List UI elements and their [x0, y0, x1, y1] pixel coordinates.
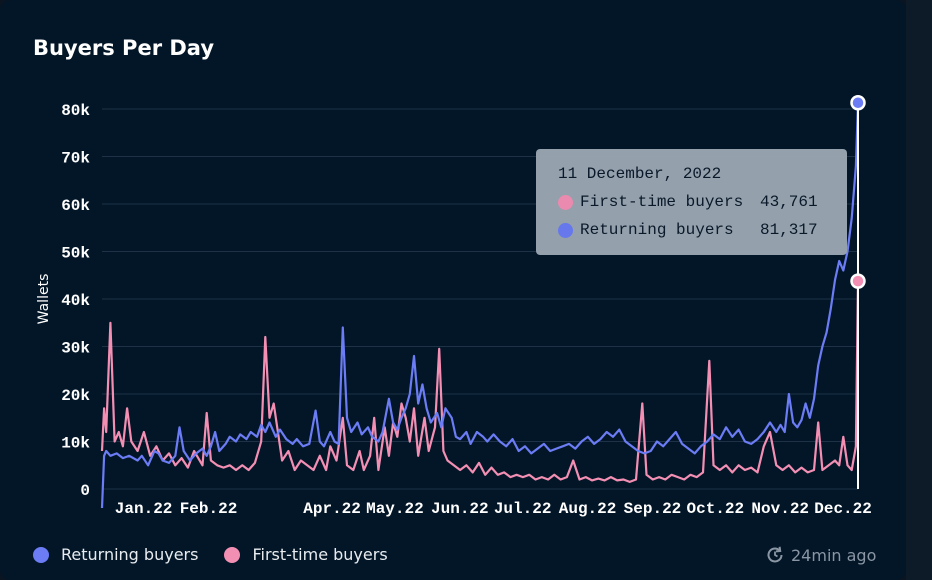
y-tick-label: 80k [61, 102, 90, 120]
tooltip: 11 December, 2022 First-time buyers 43,7… [536, 149, 847, 255]
y-tick-label: 40k [61, 292, 90, 310]
marker-first-time-buyers [850, 273, 866, 289]
y-tick-label: 20k [61, 387, 90, 405]
x-tick-label: Apr.22 [303, 500, 361, 518]
line-chart[interactable]: 0 10k 20k 30k 40k 50k 60k 70k 80k Jan.22 Feb.22 Ap… [0, 0, 906, 580]
y-tick-labels: 0 10k 20k 30k 40k 50k 60k 70k 80k [61, 102, 90, 500]
tooltip-series-name: Returning buyers [580, 221, 734, 239]
legend-label: First-time buyers [252, 545, 388, 564]
tooltip-row-returning: Returning buyers 81,317 [558, 221, 818, 239]
x-tick-label: Sep.22 [624, 500, 682, 518]
refresh-clock-icon [767, 546, 783, 563]
last-updated-text: 24min ago [791, 545, 877, 565]
x-tick-label: Jan.22 [115, 500, 173, 518]
y-tick-label: 10k [61, 435, 90, 453]
x-tick-label: Jun.22 [431, 500, 489, 518]
y-tick-label: 60k [61, 197, 90, 215]
x-tick-labels: Jan.22 Feb.22 Apr.22 May.22 Jun.22 Jul.22 Aug.… [115, 500, 872, 518]
side-strip [906, 0, 932, 580]
tooltip-row-first-time: First-time buyers 43,761 [558, 193, 818, 211]
legend: Returning buyers First-time buyers [33, 545, 414, 564]
y-tick-label: 30k [61, 340, 90, 358]
x-tick-label: Jul.22 [494, 500, 552, 518]
x-tick-label: Feb.22 [180, 500, 238, 518]
y-tick-label: 70k [61, 150, 90, 168]
chart-card: Buyers Per Day [33, 36, 215, 60]
series-line-first-time-buyers [100, 281, 860, 483]
series-lines [100, 102, 860, 509]
last-updated: 24min ago [765, 545, 876, 565]
series-line-returning-buyers [100, 102, 860, 509]
legend-label: Returning buyers [61, 545, 199, 564]
marker-returning-buyers [850, 94, 866, 111]
y-tick-label: 50k [61, 245, 90, 263]
legend-dot [224, 546, 241, 563]
x-tick-label: Oct.22 [687, 500, 745, 518]
y-tick-label: 0 [80, 482, 90, 500]
legend-item-returning[interactable]: Returning buyers [33, 545, 198, 564]
y-axis-label: Wallets [36, 274, 52, 325]
hover-markers [850, 94, 866, 289]
tooltip-dot-first-time [558, 194, 573, 210]
tooltip-series-name: First-time buyers [580, 193, 744, 211]
x-tick-label: Dec.22 [814, 500, 872, 518]
chart-title: Buyers Per Day [33, 36, 215, 60]
legend-item-first-time[interactable]: First-time buyers [224, 545, 388, 564]
x-tick-label: Nov.22 [751, 500, 809, 518]
tooltip-series-value: 43,761 [760, 193, 818, 211]
x-tick-label: May.22 [366, 500, 424, 518]
x-tick-label: Aug.22 [559, 500, 617, 518]
tooltip-date: 11 December, 2022 [558, 165, 722, 183]
tooltip-dot-returning [558, 222, 573, 238]
legend-dot [33, 546, 49, 563]
tooltip-series-value: 81,317 [760, 221, 818, 239]
